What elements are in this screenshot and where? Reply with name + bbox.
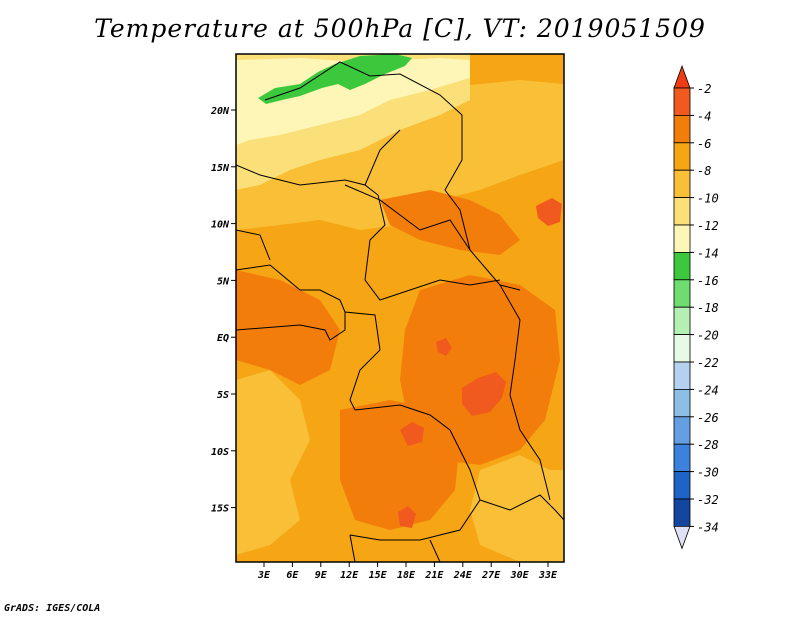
colorbar-label: -32	[697, 493, 719, 507]
lat-tick-label: 15S	[211, 504, 229, 515]
colorbar-swatch	[673, 142, 691, 171]
lat-tick-label: 10S	[211, 447, 229, 458]
colorbar-label: -8	[697, 164, 711, 178]
lon-tick-label: 12E	[340, 570, 359, 581]
temperature-band-minus4-north	[380, 190, 520, 255]
colorbar-label: -10	[697, 192, 719, 206]
temperature-band-minus4-south	[340, 400, 460, 530]
colorbar-swatch	[673, 87, 691, 116]
colorbar-swatch	[673, 169, 691, 198]
colorbar-label: -28	[697, 438, 719, 452]
colorbar-swatch	[673, 471, 691, 500]
colorbar-label: -2	[697, 82, 711, 96]
colorbar-label: -16	[697, 274, 719, 288]
colorbar-swatch	[673, 251, 691, 281]
lat-tick-label: 5S	[217, 390, 229, 401]
map-frame	[235, 53, 565, 563]
temperature-band-minus2-b	[400, 422, 424, 446]
temperature-band-minus2-a	[462, 372, 506, 416]
colorbar-swatch	[673, 388, 691, 418]
temperature-band-minus2-c	[398, 506, 416, 528]
colorbar: -2 -4 -6 -8 -10 -12 -14 -16 -18 -20 -22 -24 -26 -28 -3…	[673, 64, 719, 550]
colorbar-label: -30	[697, 466, 719, 480]
lat-tick-label: 20N	[210, 106, 230, 117]
temperature-band-minus2-e	[536, 198, 562, 226]
temperature-band-minus8-east	[470, 455, 564, 562]
lon-tick-label: 33E	[538, 570, 558, 581]
colorbar-label: -26	[697, 411, 719, 425]
colorbar-swatch	[673, 443, 691, 473]
lat-tick-label: 5N	[217, 276, 230, 287]
colorbar-swatch	[673, 224, 691, 253]
colorbar-label: -18	[697, 301, 719, 315]
colorbar-label: -14	[697, 246, 719, 260]
colorbar-swatch	[673, 498, 691, 527]
temperature-band-minus4-west	[236, 270, 340, 385]
colorbar-swatch	[673, 115, 691, 144]
lon-tick-label: 9E	[315, 570, 328, 581]
lat-tick-label: EQ	[217, 333, 229, 344]
colorbar-swatch	[673, 279, 691, 308]
latitude-axis: 20N 15N 10N 5N EQ 5S 10S 15S	[210, 106, 236, 515]
colorbar-label: -20	[697, 329, 719, 343]
colorbar-bottom-arrow	[673, 526, 691, 550]
country-borders	[236, 61, 564, 562]
colorbar-label: -24	[697, 383, 719, 397]
colorbar-swatch	[673, 197, 691, 226]
lon-tick-label: 15E	[369, 570, 388, 581]
lon-tick-label: 21E	[424, 570, 444, 581]
colorbar-label: -34	[697, 520, 719, 534]
lon-tick-label: 6E	[286, 570, 299, 581]
lon-tick-label: 30E	[510, 570, 530, 581]
lon-tick-label: 3E	[257, 570, 271, 581]
grads-credit: GrADS: IGES/COLA	[4, 603, 101, 614]
lat-tick-label: 15N	[211, 163, 230, 174]
colorbar-label: -12	[697, 219, 719, 233]
colorbar-label: -22	[697, 356, 719, 370]
longitude-axis: 3E 6E 9E 12E 15E 18E 21E 24E 27E 30E 33E	[257, 562, 558, 581]
lon-tick-label: 27E	[481, 570, 501, 581]
colorbar-swatch	[673, 334, 691, 363]
temperature-band-minus14	[258, 54, 412, 104]
lon-tick-label: 24E	[453, 570, 473, 581]
colorbar-label: -4	[697, 109, 711, 123]
colorbar-swatch	[673, 416, 691, 445]
colorbar-swatch	[673, 306, 691, 336]
map-plot-area	[236, 54, 564, 562]
chart-title: Temperature at 500hPa [C], VT: 201905150…	[94, 14, 706, 43]
lon-tick-label: 18E	[397, 570, 416, 581]
colorbar-label: -6	[697, 137, 711, 151]
temperature-band-minus2-d	[436, 338, 452, 356]
colorbar-swatch	[673, 361, 691, 390]
colorbar-top-arrow	[673, 64, 691, 89]
lat-tick-label: 10N	[211, 220, 230, 231]
temperature-band-minus8-south	[236, 370, 310, 555]
